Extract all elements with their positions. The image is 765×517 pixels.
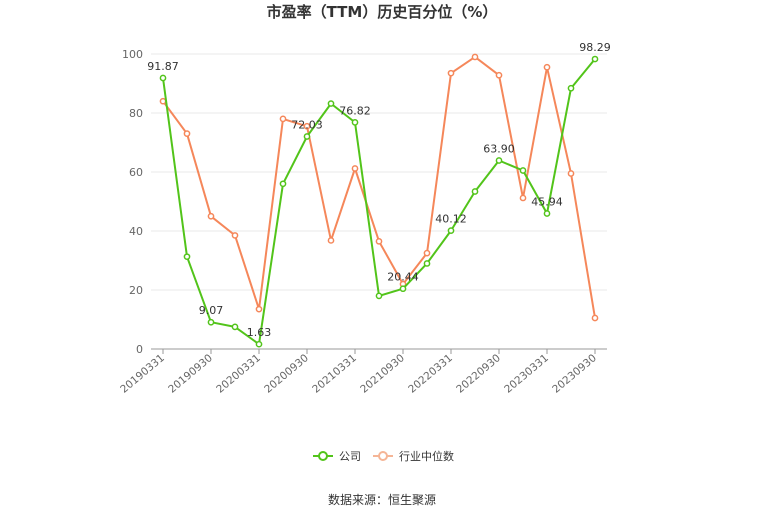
series-line-1: [162, 55, 596, 319]
y-tick-label: 40: [129, 225, 143, 238]
y-tick-label: 100: [122, 48, 143, 61]
data-label: 1.63: [247, 326, 272, 339]
y-axis-ticks: 0 20 40 60 80 100: [122, 48, 143, 356]
chart-title: 市盈率（TTM）历史百分位（%）: [267, 3, 498, 21]
x-tick-label: 20220930: [454, 352, 503, 396]
y-tick-label: 0: [136, 343, 143, 356]
data-labels: 91.87 9.07 1.63 72.03 76.82 20.44 40.12 63.90 45…: [147, 41, 611, 339]
y-tick-label: 20: [129, 284, 143, 297]
source-note: 数据来源：恒生聚源: [328, 492, 436, 507]
series-point-0: [567, 84, 575, 92]
x-tick-label: 20190331: [118, 352, 167, 396]
data-label: 40.12: [435, 213, 467, 226]
series-point-0: [447, 227, 455, 234]
series-point-1: [543, 63, 551, 71]
y-tick-label: 80: [129, 107, 143, 120]
series-point-0: [279, 180, 287, 188]
series-point-1: [447, 69, 455, 77]
series-point-0: [375, 292, 383, 300]
series-point-0: [351, 119, 359, 126]
x-tick-label: 20210930: [358, 352, 407, 396]
series-point-0: [183, 253, 191, 261]
series-point-0: [495, 157, 503, 164]
series-point-0: [327, 100, 335, 107]
series-point-1: [519, 194, 527, 202]
legend-industry-label: 行业中位数: [399, 449, 454, 463]
series-point-0: [543, 210, 551, 217]
series-point-0: [519, 167, 527, 174]
series-point-1: [207, 212, 215, 220]
series-point-0: [471, 188, 479, 195]
legend: 公司 行业中位数: [313, 449, 454, 463]
series-point-1: [231, 232, 239, 239]
series-point-1: [303, 122, 311, 130]
series-point-0: [231, 323, 239, 331]
data-label: 45.94: [531, 195, 563, 208]
series-point-0: [423, 260, 431, 267]
data-label: 63.90: [483, 142, 515, 155]
series-point-1: [183, 130, 191, 137]
legend-item-company[interactable]: 公司: [313, 450, 361, 463]
series-point-0: [399, 285, 407, 293]
series-point-1: [471, 53, 479, 61]
y-tick-label: 60: [129, 166, 143, 179]
series-point-1: [255, 305, 263, 313]
series-point-1: [159, 97, 167, 105]
series-point-1: [591, 314, 599, 322]
x-tick-label: 20220331: [406, 352, 455, 396]
x-tick-label: 20200930: [262, 352, 311, 396]
data-label: 20.44: [387, 271, 419, 284]
series-point-0: [303, 133, 311, 140]
x-tick-label: 20210331: [310, 352, 359, 396]
series-point-1: [327, 237, 335, 244]
series-point-1: [375, 237, 383, 245]
series-point-0: [591, 55, 599, 63]
series-point-0: [255, 340, 263, 348]
series-point-1: [423, 249, 431, 257]
data-label: 72.03: [291, 119, 323, 132]
gridlines: [151, 53, 607, 291]
x-tick-label: 20190930: [166, 352, 215, 396]
x-tick-label: 20230930: [550, 352, 599, 396]
data-label: 76.82: [339, 104, 371, 117]
x-tick-label: 20200331: [214, 352, 263, 396]
data-label: 98.29: [579, 41, 611, 54]
series-line-0: [162, 58, 596, 346]
series-lines: [159, 53, 599, 348]
legend-item-industry-median[interactable]: 行业中位数: [373, 449, 454, 463]
series-point-0: [159, 74, 167, 82]
series-point-1: [279, 115, 287, 123]
x-axis: 20190331 20190930 20200331 20200930 20210331…: [118, 348, 607, 396]
data-label: 9.07: [199, 304, 224, 317]
legend-company-label: 公司: [339, 450, 361, 463]
data-label: 91.87: [147, 60, 179, 73]
series-point-1: [351, 165, 359, 172]
series-point-1: [495, 71, 503, 79]
series-point-0: [207, 318, 215, 326]
x-tick-label: 20230331: [502, 352, 551, 396]
legend-industry-marker: [378, 451, 388, 461]
series-point-1: [567, 170, 575, 177]
legend-company-marker: [318, 451, 328, 461]
